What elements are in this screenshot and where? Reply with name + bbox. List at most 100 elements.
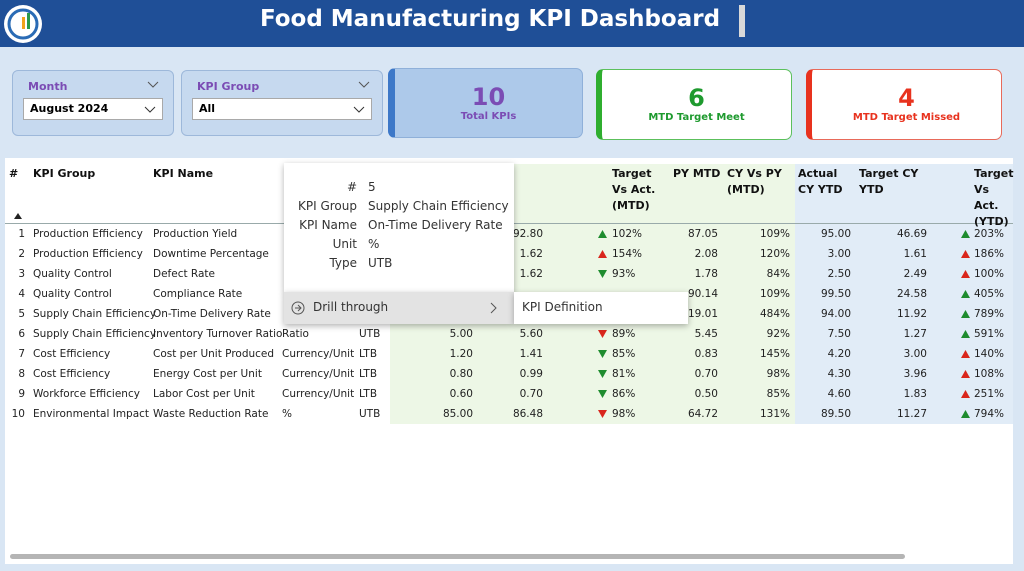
month-filter: Month August 2024 bbox=[12, 70, 174, 136]
table-cell: 7 bbox=[18, 348, 25, 360]
table-cell: 2.50 bbox=[827, 268, 851, 280]
table-cell: 1.62 bbox=[519, 248, 543, 260]
trend-arrow bbox=[961, 390, 970, 398]
card-value: 10 bbox=[471, 83, 506, 111]
card-label: MTD Target Meet bbox=[648, 112, 745, 123]
submenu-label: KPI Definition bbox=[522, 300, 603, 314]
table-cell: 1.83 bbox=[903, 388, 927, 400]
table-cell: 1.78 bbox=[694, 268, 718, 280]
filter-label: KPI Group bbox=[197, 80, 260, 93]
tooltip-value: 5 bbox=[368, 180, 376, 194]
trend-arrow bbox=[961, 270, 970, 278]
table-cell: 1.61 bbox=[903, 248, 927, 260]
divider bbox=[739, 5, 745, 37]
table-cell: 84% bbox=[766, 268, 790, 280]
table-cell: 251% bbox=[974, 388, 1005, 400]
table-cell: 2.08 bbox=[694, 248, 718, 260]
column-header: Target CY YTD bbox=[859, 167, 919, 196]
table-cell: 5.00 bbox=[449, 328, 473, 340]
table-cell: Ratio bbox=[282, 328, 309, 340]
table-cell: 0.60 bbox=[449, 388, 473, 400]
table-cell: 0.70 bbox=[519, 388, 543, 400]
table-cell: 102% bbox=[612, 228, 643, 240]
column-header: Target Vs Act. (MTD) bbox=[612, 167, 656, 212]
tooltip-key: KPI Group bbox=[298, 199, 357, 213]
trend-arrow bbox=[961, 290, 970, 298]
card-value: 6 bbox=[688, 84, 705, 112]
table-cell: 92% bbox=[766, 328, 790, 340]
table-cell: Energy Cost per Unit bbox=[153, 368, 262, 380]
table-cell: UTB bbox=[359, 328, 381, 340]
table-cell: 5.45 bbox=[694, 328, 718, 340]
table-cell: Supply Chain Efficiency bbox=[33, 308, 157, 320]
tooltip-value: UTB bbox=[368, 256, 393, 270]
trend-arrow bbox=[598, 390, 607, 398]
kpi-definition-item[interactable]: KPI Definition bbox=[514, 292, 688, 324]
table-cell: 24.58 bbox=[896, 288, 927, 300]
table-cell: Production Efficiency bbox=[33, 228, 143, 240]
table-cell: On-Time Delivery Rate bbox=[153, 308, 271, 320]
table-cell: 591% bbox=[974, 328, 1005, 340]
table-cell: 2.49 bbox=[903, 268, 927, 280]
filter-label: Month bbox=[28, 80, 68, 93]
table-cell: 4.30 bbox=[827, 368, 851, 380]
table-cell: 186% bbox=[974, 248, 1005, 260]
table-cell: LTB bbox=[359, 368, 378, 380]
table-cell: Defect Rate bbox=[153, 268, 216, 280]
column-header: PY MTD bbox=[673, 167, 721, 180]
table-cell: 789% bbox=[974, 308, 1005, 320]
drill-through-item[interactable]: Drill through bbox=[284, 292, 514, 324]
table-cell: 89.50 bbox=[820, 408, 851, 420]
tooltip-key: Type bbox=[329, 256, 357, 270]
table-cell: 0.83 bbox=[694, 348, 718, 360]
total-kpis-card: 10 Total KPIs bbox=[388, 68, 583, 138]
table-cell: 154% bbox=[612, 248, 643, 260]
column-header: # bbox=[9, 167, 19, 180]
chevron bbox=[490, 302, 497, 314]
kpi-table: # KPI Group KPI Name Target Vs Act. (MTD) PY… bbox=[5, 158, 1014, 564]
trend-arrow bbox=[961, 310, 970, 318]
trend-arrow bbox=[598, 250, 607, 258]
drill-icon bbox=[291, 301, 305, 315]
table-cell: 0.70 bbox=[694, 368, 718, 380]
card-label: Total KPIs bbox=[460, 111, 517, 122]
chevron bbox=[144, 106, 156, 113]
table-cell: Production Efficiency bbox=[33, 248, 143, 260]
table-cell: 1.27 bbox=[903, 328, 927, 340]
table-cell: Labor Cost per Unit bbox=[153, 388, 255, 400]
table-cell: Cost Efficiency bbox=[33, 368, 111, 380]
month-dropdown[interactable]: August 2024 bbox=[23, 98, 163, 120]
scrollbar[interactable] bbox=[10, 554, 905, 559]
card-label: MTD Target Missed bbox=[852, 112, 961, 123]
table-cell: 794% bbox=[974, 408, 1005, 420]
table-cell: 0.50 bbox=[694, 388, 718, 400]
table-cell: 89% bbox=[612, 328, 636, 340]
column-header: KPI Name bbox=[153, 167, 214, 180]
kpi-group-dropdown[interactable]: All bbox=[192, 98, 372, 120]
table-cell: 64.72 bbox=[687, 408, 718, 420]
table-cell: 108% bbox=[974, 368, 1005, 380]
table-cell: 3.96 bbox=[903, 368, 927, 380]
table-cell: 203% bbox=[974, 228, 1005, 240]
table-cell: 1.20 bbox=[449, 348, 473, 360]
table-cell: 87.05 bbox=[687, 228, 718, 240]
chevron bbox=[358, 81, 370, 88]
table-cell: 92.80 bbox=[512, 228, 543, 240]
column-header: CY Vs PY (MTD) bbox=[727, 167, 782, 196]
trend-arrow bbox=[598, 230, 607, 238]
table-cell: 4.60 bbox=[827, 388, 851, 400]
table-cell: 120% bbox=[759, 248, 790, 260]
menu-label: Drill through bbox=[313, 300, 389, 314]
table-cell: 484% bbox=[759, 308, 790, 320]
chevron bbox=[353, 106, 365, 113]
table-cell: 7.50 bbox=[827, 328, 851, 340]
table-cell: % bbox=[282, 408, 292, 420]
table-cell: 99.50 bbox=[820, 288, 851, 300]
table-cell: 140% bbox=[974, 348, 1005, 360]
table-cell: Currency/Unit bbox=[282, 368, 355, 380]
table-cell: 86.48 bbox=[512, 408, 543, 420]
table-cell: Workforce Efficiency bbox=[33, 388, 140, 400]
table-cell: 5.60 bbox=[519, 328, 543, 340]
trend-arrow bbox=[598, 350, 607, 358]
table-cell: Downtime Percentage bbox=[153, 248, 269, 260]
